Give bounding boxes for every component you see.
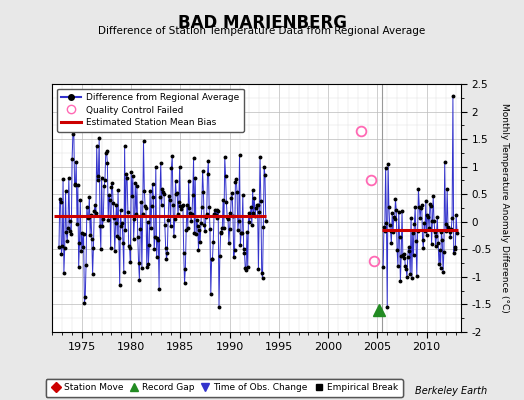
Text: BAD MARIENBERG: BAD MARIENBERG xyxy=(178,14,346,32)
Legend: Station Move, Record Gap, Time of Obs. Change, Empirical Break: Station Move, Record Gap, Time of Obs. C… xyxy=(46,379,402,397)
Y-axis label: Monthly Temperature Anomaly Difference (°C): Monthly Temperature Anomaly Difference (… xyxy=(500,103,509,313)
Text: Berkeley Earth: Berkeley Earth xyxy=(415,386,487,396)
Text: Difference of Station Temperature Data from Regional Average: Difference of Station Temperature Data f… xyxy=(99,26,425,36)
